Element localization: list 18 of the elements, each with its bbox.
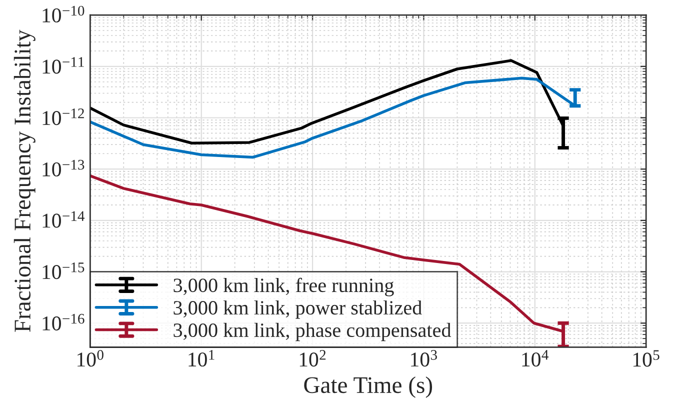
x-tick-label: 10$^{0}$ [78, 350, 104, 367]
x-tick-label: 10$^{5}$ [633, 350, 660, 367]
legend-label: 3,000 km link, free running [174, 278, 394, 296]
y-tick-label: 10$^{−11}$ [42, 57, 84, 74]
y-tick-label: 10$^{−13}$ [42, 160, 84, 176]
x-tick-label: 10$^{2}$ [300, 350, 326, 367]
x-axis-title: Gate Time (s) [304, 376, 432, 398]
y-tick-label: 10$^{−14}$ [42, 211, 85, 228]
y-axis-title: Fractional Frequency Instability [14, 30, 36, 332]
legend-label: 3,000 km link, power stablized [174, 300, 422, 319]
legend-label: 3,000 km link, phase compensated [174, 322, 452, 342]
x-tick-label: 10$^{3}$ [411, 350, 437, 367]
y-tick-label: 10$^{−10}$ [42, 6, 84, 22]
y-tick-label: 10$^{−16}$ [42, 314, 84, 330]
y-tick-label: 10$^{−15}$ [42, 262, 84, 280]
x-tick-label: 10$^{4}$ [522, 350, 548, 367]
x-tick-label: 10$^{1}$ [188, 350, 214, 367]
y-tick-label: 10$^{−12}$ [42, 108, 84, 126]
